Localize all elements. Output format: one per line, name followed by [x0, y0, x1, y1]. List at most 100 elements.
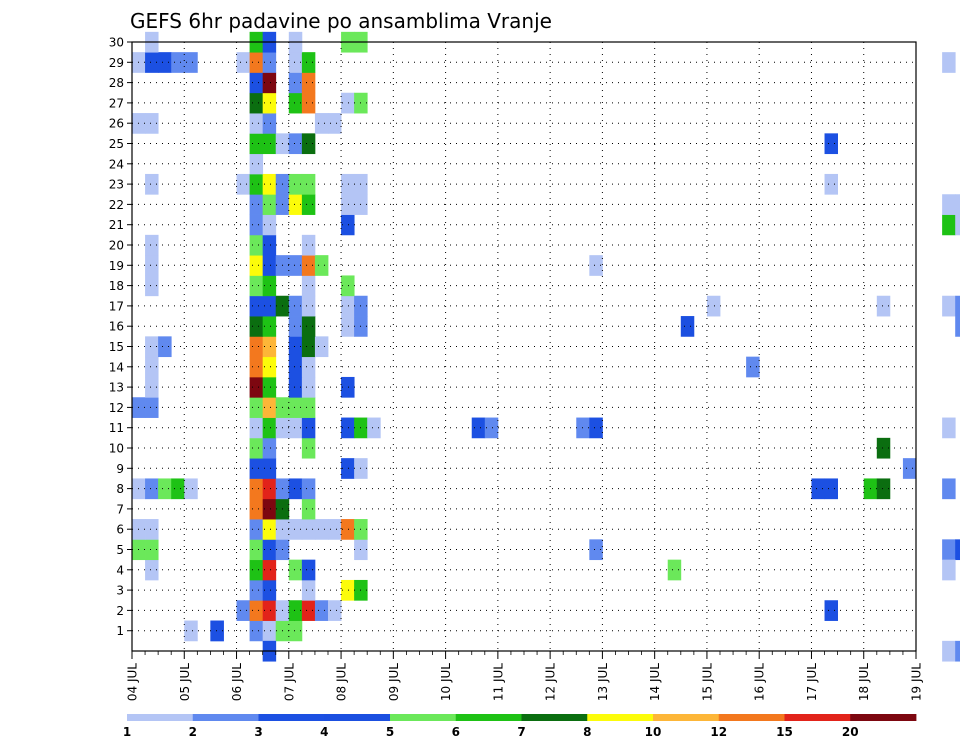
heatmap-cell-110 [249, 275, 264, 297]
heatmap-cell-114 [145, 255, 159, 276]
heatmap-cell-109 [145, 275, 159, 297]
heatmap-cell-203 [942, 640, 956, 662]
heatmap-cell-167 [145, 52, 159, 73]
heatmap-cell-34 [262, 519, 277, 540]
heatmap-cell-186 [589, 417, 603, 439]
heatmap-cell-82 [301, 376, 316, 398]
heatmap-cell-58 [341, 458, 355, 479]
heatmap-cell-54 [288, 478, 303, 500]
y-tick-label: 2 [116, 604, 124, 618]
colorbar-swatch-7 [587, 714, 654, 721]
heatmap-cell-219 [942, 295, 956, 317]
y-tick-label: 5 [116, 543, 124, 557]
heatmap-cells [132, 31, 960, 662]
x-tick-label: 14 JUL [648, 663, 662, 701]
heatmap-cell-122 [249, 234, 264, 256]
heatmap-cell-195 [824, 133, 838, 155]
y-tick-label: 30 [109, 36, 124, 50]
heatmap-cell-47 [145, 478, 159, 500]
colorbar-label: 1 [123, 725, 131, 739]
heatmap-cell-84 [145, 356, 159, 378]
heatmap-cell-175 [301, 52, 316, 73]
heatmap-cell-52 [262, 478, 277, 500]
heatmap-cell-88 [301, 356, 316, 378]
heatmap-cell-225 [955, 194, 960, 215]
heatmap-cell-97 [262, 316, 277, 337]
heatmap-cell-66 [288, 417, 303, 439]
colorbar-swatch-8 [653, 714, 720, 721]
x-tick-label: 10 JUL [439, 663, 453, 701]
y-tick-label: 6 [116, 523, 124, 537]
heatmap-cell-28 [262, 539, 277, 561]
heatmap-cell-13 [314, 600, 329, 621]
colorbar-label: 10 [645, 725, 662, 739]
y-tick-label: 3 [116, 584, 124, 598]
heatmap-cell-72 [145, 397, 159, 418]
heatmap-cell-70 [367, 417, 381, 439]
heatmap-cell-15 [249, 579, 264, 601]
y-tick-label: 29 [109, 56, 124, 70]
heatmap-cell-22 [262, 559, 277, 581]
heatmap-cell-90 [158, 336, 172, 358]
y-tick-label: 23 [109, 178, 124, 192]
heatmap-cell-80 [262, 376, 277, 398]
x-tick-label: 05 JUL [178, 663, 192, 701]
colorbar-swatch-1 [192, 714, 259, 721]
colorbar-label: 8 [583, 725, 591, 739]
heatmap-cell-121 [145, 234, 159, 256]
x-tick-label: 11 JUL [491, 663, 505, 701]
heatmap-cell-168 [158, 52, 172, 73]
colorbar-swatch-9 [718, 714, 785, 721]
heatmap-cell-55 [301, 478, 316, 500]
x-tick-label: 18 JUL [857, 663, 871, 701]
y-tick-label: 26 [109, 117, 124, 131]
y-tick-label: 15 [109, 340, 124, 354]
heatmap-cell-174 [288, 52, 303, 73]
heatmap-cell-132 [301, 194, 316, 215]
y-tick-label: 7 [116, 502, 124, 516]
y-tick-label: 25 [109, 137, 124, 151]
heatmap-cell-38 [314, 519, 329, 540]
heatmap-cell-96 [249, 316, 264, 337]
heatmap-cell-183 [471, 417, 486, 439]
heatmap-cell-73 [249, 397, 264, 418]
y-tick-label: 11 [109, 421, 124, 435]
heatmap-cell-0 [184, 620, 198, 642]
heatmap-cell-33 [249, 519, 264, 540]
heatmap-cell-193 [824, 600, 838, 621]
heatmap-cell-8 [249, 600, 264, 621]
colorbar-label: 7 [517, 725, 525, 739]
heatmap-cell-120 [314, 255, 329, 276]
heatmap-cell-223 [955, 214, 960, 236]
heatmap-cell-170 [184, 52, 198, 73]
heatmap-cell-112 [301, 275, 316, 297]
colorbar-label: 3 [254, 725, 262, 739]
heatmap-cell-187 [667, 559, 682, 581]
colorbar-swatch-5 [455, 714, 522, 721]
heatmap-cell-173 [262, 52, 277, 73]
heatmap-cell-95 [314, 336, 329, 358]
x-tick-label: 12 JUL [544, 663, 558, 701]
heatmap-cell-87 [288, 356, 303, 378]
y-tick-label: 20 [109, 239, 124, 253]
heatmap-cell-20 [145, 559, 159, 581]
heatmap-cell-51 [249, 478, 264, 500]
heatmap-cell-220 [955, 295, 960, 317]
heatmap-cell-158 [288, 92, 303, 114]
heatmap-cell-133 [341, 194, 355, 215]
heatmap-cell-200 [876, 478, 891, 500]
heatmap-cell-62 [301, 437, 316, 459]
heatmap-cell-131 [288, 194, 303, 215]
heatmap-cell-24 [301, 559, 316, 581]
x-tick-label: 17 JUL [805, 663, 819, 701]
heatmap-cell-111 [262, 275, 277, 297]
heatmap-cell-159 [301, 92, 316, 114]
x-axis: 04 JUL 05 JUL 06 JUL 07 JUL 08 JUL 09 JUL 10 J… [126, 651, 924, 701]
heatmap-cell-37 [301, 519, 316, 540]
heatmap-cell-142 [341, 173, 355, 195]
y-tick-label: 17 [109, 299, 124, 313]
heatmap-cell-14 [328, 600, 342, 621]
heatmap-cell-189 [706, 295, 721, 317]
heatmap-cell-83 [341, 376, 355, 398]
heatmap-cell-79 [249, 376, 264, 398]
